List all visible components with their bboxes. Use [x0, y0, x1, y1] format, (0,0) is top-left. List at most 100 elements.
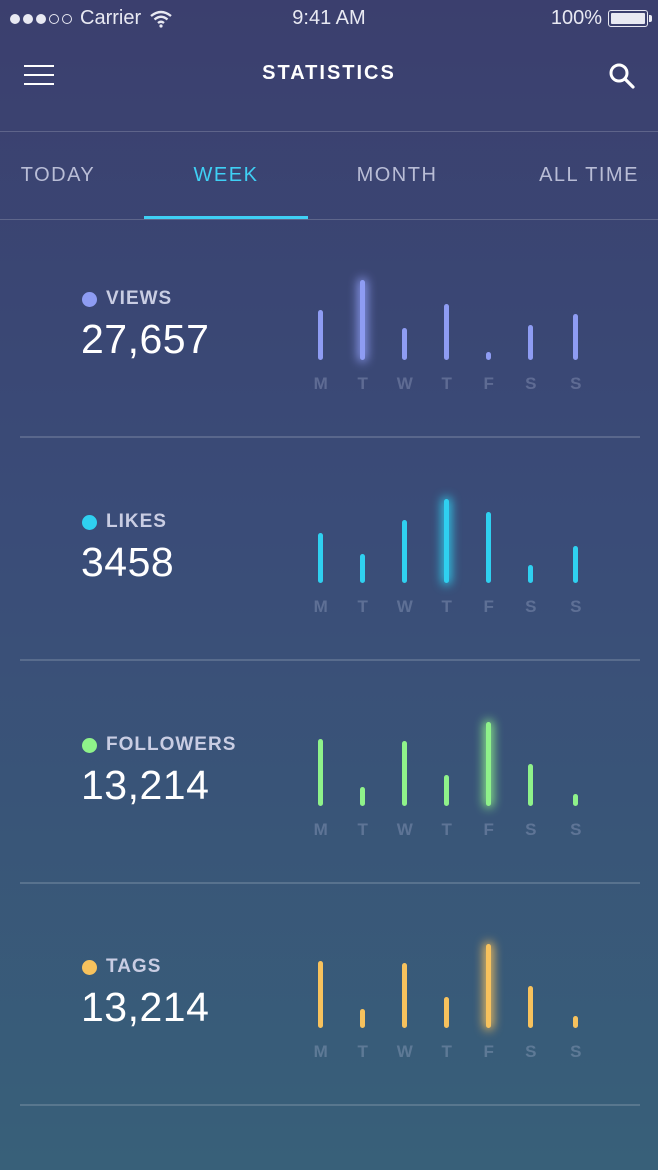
active-tab-indicator: [144, 216, 308, 219]
tabs-divider: [0, 219, 658, 220]
tab-all-time[interactable]: ALL TIME: [539, 164, 639, 186]
day-label: S: [525, 1042, 537, 1061]
bar-followers-1: [360, 787, 365, 806]
day-label: F: [483, 374, 495, 393]
day-label: S: [525, 597, 537, 616]
day-label: M: [313, 820, 329, 839]
bar-views-1: [360, 280, 365, 360]
row-divider: [20, 659, 640, 661]
period-tabs: TODAY WEEK MONTH ALL TIME: [0, 132, 658, 219]
bar-followers-4: [486, 722, 491, 806]
tags-dot: [82, 959, 97, 975]
tab-today[interactable]: TODAY: [20, 164, 96, 186]
stat-label: VIEWS: [106, 288, 173, 309]
app-header: STATISTICS: [0, 38, 658, 131]
stat-value: 3458: [81, 539, 175, 585]
battery-icon: [608, 10, 652, 27]
bar-tags-2: [402, 963, 407, 1028]
bar-likes-0: [318, 533, 323, 583]
bar-views-0: [318, 310, 323, 360]
search-icon[interactable]: [608, 62, 636, 90]
stat-views: VIEWS 27,657 M T W T F S S: [20, 216, 640, 438]
day-label: S: [570, 374, 582, 393]
day-label: T: [441, 1042, 453, 1061]
day-label: T: [357, 1042, 369, 1061]
tab-week[interactable]: WEEK: [193, 164, 259, 186]
day-label: T: [357, 374, 369, 393]
stat-value: 13,214: [81, 762, 210, 808]
stat-label: TAGS: [106, 956, 162, 977]
day-label: W: [396, 1042, 414, 1061]
bar-likes-2: [402, 520, 407, 583]
day-label: F: [483, 597, 495, 616]
bar-tags-3: [444, 997, 449, 1028]
likes-dot: [82, 514, 97, 530]
signal-strength-icon: [10, 13, 72, 24]
day-label: S: [570, 820, 582, 839]
bar-views-4: [486, 352, 491, 360]
followers-dot: [82, 737, 97, 753]
status-time: 9:41 AM: [292, 7, 366, 29]
day-label: M: [313, 374, 329, 393]
bar-tags-6: [573, 1016, 578, 1028]
bar-views-6: [573, 314, 578, 360]
carrier-info: Carrier: [10, 7, 173, 30]
bar-likes-3: [444, 499, 449, 583]
stat-value: 27,657: [81, 316, 210, 362]
bar-followers-5: [528, 764, 533, 806]
day-label: S: [570, 1042, 582, 1061]
bar-followers-3: [444, 775, 449, 806]
row-divider: [20, 882, 640, 884]
bar-likes-5: [528, 565, 533, 583]
stat-label: FOLLOWERS: [106, 734, 237, 755]
wifi-icon: [150, 10, 172, 28]
stat-label: LIKES: [106, 511, 167, 532]
day-label: W: [396, 374, 414, 393]
bar-tags-4: [486, 944, 491, 1028]
bar-followers-2: [402, 741, 407, 806]
bar-tags-0: [318, 961, 323, 1028]
row-divider: [20, 436, 640, 438]
page-title: STATISTICS: [262, 62, 396, 84]
bar-followers-0: [318, 739, 323, 806]
bar-tags-1: [360, 1009, 365, 1028]
header-divider: [0, 131, 658, 132]
bar-views-2: [402, 328, 407, 360]
tab-month[interactable]: MONTH: [356, 164, 438, 186]
day-label: W: [396, 597, 414, 616]
day-label: T: [441, 374, 453, 393]
day-label: T: [357, 820, 369, 839]
row-divider: [20, 1104, 640, 1106]
carrier-name: Carrier: [80, 7, 142, 29]
bar-likes-6: [573, 546, 578, 583]
day-label: F: [483, 820, 495, 839]
day-label: W: [396, 820, 414, 839]
bar-views-3: [444, 304, 449, 360]
day-label: M: [313, 597, 329, 616]
day-label: T: [441, 820, 453, 839]
stat-likes: LIKES 3458 M T W T F S S: [20, 439, 640, 661]
bar-likes-4: [486, 512, 491, 583]
day-label: M: [313, 1042, 329, 1061]
views-dot: [82, 291, 97, 307]
day-label: T: [441, 597, 453, 616]
bar-likes-1: [360, 554, 365, 583]
bar-tags-5: [528, 986, 533, 1028]
day-label: S: [570, 597, 582, 616]
day-label: S: [525, 374, 537, 393]
stat-tags: TAGS 13,214 M T W T F S S: [20, 884, 640, 1106]
battery-status: 100%: [551, 7, 652, 30]
hamburger-menu-icon[interactable]: [24, 65, 54, 85]
status-bar: Carrier 9:41 AM 100%: [0, 0, 658, 38]
bar-followers-6: [573, 794, 578, 806]
stat-followers: FOLLOWERS 13,214 M T W T F S S: [20, 662, 640, 884]
day-label: T: [357, 597, 369, 616]
day-label: F: [483, 1042, 495, 1061]
stat-value: 13,214: [81, 984, 210, 1030]
bar-views-5: [528, 325, 533, 360]
day-label: S: [525, 820, 537, 839]
